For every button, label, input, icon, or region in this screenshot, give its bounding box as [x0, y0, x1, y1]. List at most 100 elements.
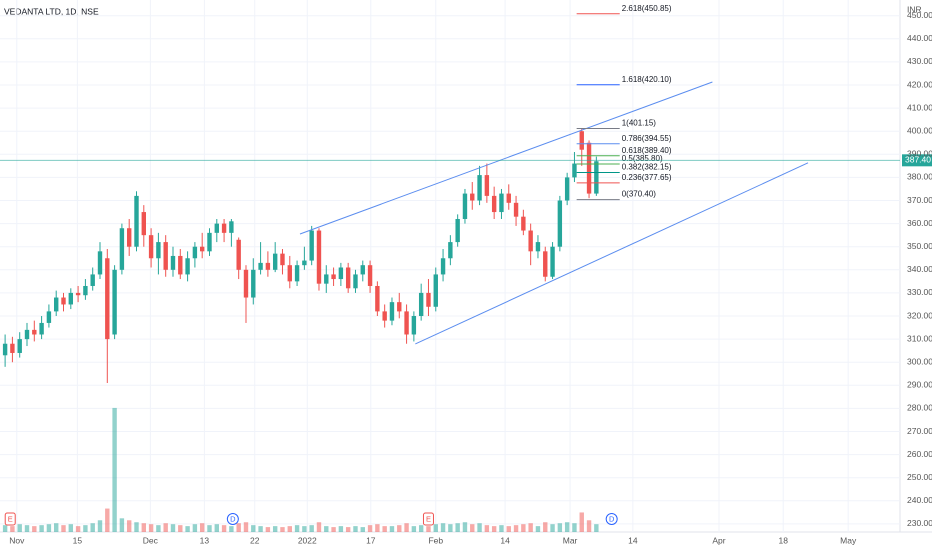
candle-body	[535, 242, 541, 252]
volume-bar	[126, 520, 132, 532]
candle-body	[39, 322, 44, 335]
candle-body	[572, 163, 577, 178]
y-tick-label: 440.00	[907, 33, 932, 43]
volume-bar	[97, 520, 103, 532]
volume-bar	[148, 524, 154, 532]
candle-body	[353, 274, 358, 289]
volume-bar	[404, 523, 409, 532]
candle-body	[440, 258, 446, 275]
candle-body	[338, 267, 344, 280]
candle-body	[462, 193, 468, 219]
channel-line	[299, 81, 713, 235]
candle-body	[455, 218, 460, 243]
candle-body	[550, 246, 555, 277]
candle-body	[141, 212, 146, 236]
volume-bar	[506, 526, 511, 532]
volume-bar	[367, 525, 373, 532]
y-tick-label: 250.00	[907, 472, 932, 482]
candle-body	[528, 230, 533, 252]
candle-body	[258, 262, 263, 270]
volume-bar	[32, 526, 37, 532]
volume-bar	[477, 523, 482, 532]
event-label: D	[230, 514, 236, 523]
volume-bar	[564, 522, 570, 532]
volume-bar	[134, 522, 139, 532]
candle-body	[272, 253, 278, 270]
candle-body	[499, 193, 504, 213]
candle-body	[32, 329, 37, 335]
y-tick-label: 400.00	[907, 125, 932, 135]
event-label: E	[8, 514, 13, 523]
volume-bar	[90, 523, 95, 532]
x-tick-label: Dec	[143, 535, 159, 545]
y-tick-label: 310.00	[907, 333, 932, 343]
y-tick-label: 230.00	[907, 518, 932, 528]
volume-bar	[557, 523, 563, 532]
volume-bar	[470, 524, 475, 532]
volume-bar	[448, 524, 453, 532]
last-price-box	[902, 154, 932, 167]
volume-bar	[397, 525, 402, 532]
y-tick-label: 280.00	[907, 403, 932, 413]
volume-bar	[119, 518, 125, 532]
candle-body	[316, 230, 322, 284]
volume-bar	[156, 525, 161, 532]
volume-bar	[535, 526, 541, 532]
candle-body	[105, 258, 110, 340]
x-tick-label: Nov	[9, 535, 25, 545]
volume-bar	[294, 525, 300, 532]
candle-body	[112, 269, 117, 335]
volume-bar	[236, 523, 241, 532]
fib-label: 0.236(377.65)	[622, 173, 672, 182]
candle-body	[97, 251, 103, 275]
volume-bar	[411, 526, 417, 532]
volume-bar	[207, 525, 212, 532]
volume-bar	[258, 526, 263, 532]
x-tick-label: 2022	[298, 535, 317, 545]
volume-bar	[141, 523, 146, 532]
volume-bar	[543, 522, 548, 532]
candle-body	[68, 292, 74, 305]
x-tick-label: 13	[200, 535, 210, 545]
y-tick-label: 380.00	[907, 172, 932, 182]
y-tick-label: 260.00	[907, 449, 932, 459]
candle-body	[170, 255, 176, 270]
volume-bar	[499, 525, 504, 532]
candle-body	[389, 302, 395, 321]
y-tick-label: 370.00	[907, 195, 932, 205]
candle-body	[280, 253, 285, 266]
volume-bar	[324, 526, 329, 532]
candle-body	[324, 274, 329, 284]
volume-bar	[338, 526, 344, 532]
candle-body	[90, 274, 95, 286]
candle-body	[579, 131, 584, 150]
candle-body	[265, 262, 271, 270]
volume-bar	[83, 525, 88, 532]
volume-bar	[433, 524, 438, 532]
candle-body	[163, 242, 168, 270]
candle-body	[10, 343, 15, 353]
x-tick-label: Apr	[712, 535, 725, 545]
candle-body	[411, 316, 417, 335]
volume-bar	[192, 524, 198, 532]
candle-body	[75, 292, 81, 296]
y-tick-label: 240.00	[907, 495, 932, 505]
event-marker	[4, 512, 16, 526]
volume-bar	[302, 526, 307, 532]
chart-title: VEDANTA LTD, 1D, NSE	[4, 6, 99, 16]
volume-bar	[75, 526, 81, 532]
x-tick-label: 14	[628, 535, 638, 545]
volume-bar	[462, 522, 468, 532]
fib-label: 0.382(382.15)	[622, 163, 672, 172]
candle-body	[564, 177, 570, 201]
volume-bar	[10, 526, 15, 532]
event-marker	[226, 513, 239, 525]
volume-bar	[2, 525, 8, 532]
volume-bar	[17, 524, 22, 532]
candle-body	[404, 311, 409, 335]
volume-bar	[46, 524, 52, 532]
volume-bar	[39, 525, 44, 532]
candle-body	[513, 202, 519, 217]
volume-bar	[484, 525, 490, 532]
